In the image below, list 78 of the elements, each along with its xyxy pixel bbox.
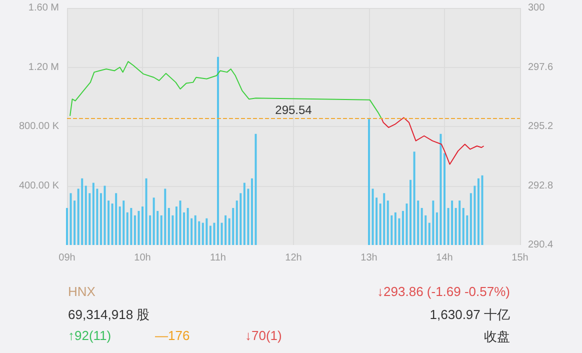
y-tick-label: 400.00 K — [18, 180, 60, 192]
bar — [243, 182, 246, 245]
bar — [217, 56, 219, 245]
bar — [481, 175, 484, 245]
bar — [232, 208, 234, 245]
bar — [440, 134, 442, 245]
bar — [458, 200, 461, 245]
x-tick-label: 11h — [210, 252, 226, 264]
bar — [386, 200, 389, 245]
y2-tick-label: 295.2 — [528, 121, 554, 132]
x-tick-label: 14h — [436, 252, 453, 264]
bar — [186, 208, 189, 245]
bar — [138, 210, 140, 245]
bar — [66, 208, 68, 245]
y-tick-label: 1.60 M — [28, 2, 59, 14]
bar — [240, 193, 242, 245]
bar — [92, 182, 94, 245]
ref-line-label: 295.54 — [275, 103, 312, 118]
text: ↑92(11) — [68, 328, 112, 343]
bar — [394, 212, 396, 245]
bar — [115, 193, 118, 245]
bar — [213, 222, 216, 245]
bar — [84, 186, 87, 245]
x-tick-label: 10h — [134, 252, 151, 264]
bar — [164, 188, 166, 245]
x-tick-label: 13h — [360, 252, 378, 264]
bar — [451, 200, 454, 245]
bar — [81, 178, 84, 245]
text: —176 — [155, 328, 190, 343]
text: 1,630.97 十亿 — [430, 306, 510, 324]
y2-tick-label: 290.4 — [528, 240, 554, 250]
bar — [104, 186, 106, 245]
line-series — [381, 117, 484, 165]
bar — [126, 212, 128, 245]
text: HNX — [68, 284, 96, 299]
bar — [145, 178, 148, 245]
x-tick-label: 15h — [512, 252, 528, 264]
bar — [130, 208, 132, 245]
bar — [152, 198, 155, 245]
bar — [168, 208, 170, 245]
text: ↓70(1) — [245, 328, 282, 343]
bar — [474, 186, 476, 245]
bar — [402, 210, 404, 245]
y2-tick-label: 292.8 — [528, 180, 554, 192]
y-tick-label: 1.20 M — [28, 62, 59, 73]
bar — [254, 134, 257, 245]
bar — [413, 152, 416, 245]
y2-tick-label: 300 — [528, 2, 546, 14]
bar — [202, 222, 204, 245]
bar — [250, 178, 253, 245]
bar — [209, 226, 212, 245]
bar — [462, 208, 464, 245]
bar — [100, 193, 102, 245]
y2-tick-label: 297.6 — [528, 62, 554, 73]
bar — [410, 180, 412, 245]
x-tick-label: 12h — [285, 252, 302, 264]
bar — [432, 200, 434, 245]
bar — [420, 208, 423, 245]
bar — [206, 218, 208, 245]
bar — [175, 206, 178, 245]
line-series — [70, 61, 382, 120]
bar — [179, 200, 182, 245]
text: 收盘 — [484, 328, 510, 346]
text: ↓293.86 (-1.69 -0.57%) — [377, 284, 510, 299]
bar — [194, 215, 196, 245]
bar — [368, 119, 370, 245]
bar — [134, 215, 136, 245]
bar — [444, 153, 446, 245]
text: 69,314,918 股 — [68, 306, 150, 324]
bar — [477, 178, 480, 245]
bar — [70, 193, 72, 245]
y-tick-label: 800.00 K — [18, 121, 60, 132]
x-tick-label: 09h — [58, 252, 76, 264]
bar — [224, 215, 227, 245]
bar — [122, 200, 125, 245]
bar — [372, 188, 374, 245]
bar — [383, 193, 386, 245]
bar — [142, 206, 144, 245]
